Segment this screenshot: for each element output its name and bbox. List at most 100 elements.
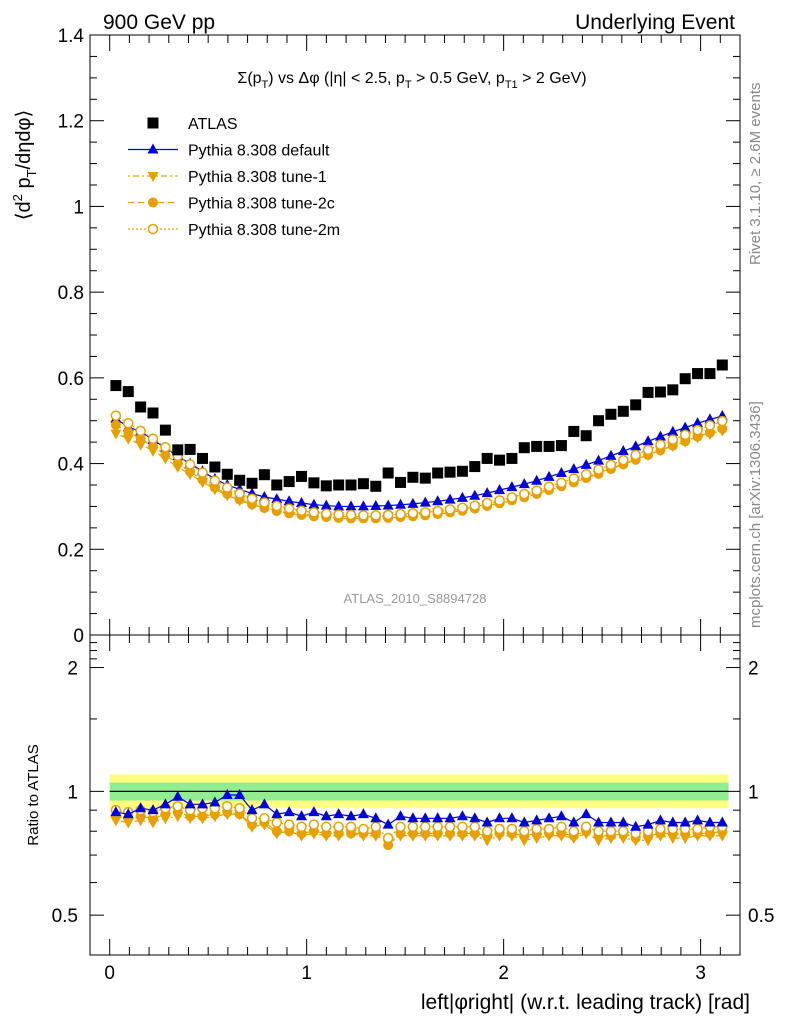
ratio-point-pythia-8-308-tune-2m: [556, 821, 567, 833]
data-point-pythia-8-308-tune-2m: [209, 475, 221, 486]
ratio-point-pythia-8-308-tune-2m: [283, 819, 295, 830]
ratio-point-pythia-8-308-default: [531, 814, 543, 825]
ratio-point-pythia-8-308-tune-2m: [358, 823, 369, 835]
ratio-point-pythia-8-308-default: [716, 816, 728, 827]
data-point-pythia-8-308-default: [308, 498, 320, 509]
legend-marker: [148, 197, 158, 208]
ratio-point-pythia-8-308-default: [667, 816, 679, 827]
ratio-point-pythia-8-308-tune-2m: [271, 817, 283, 828]
ratio-point-pythia-8-308-tune-2m: [481, 825, 493, 837]
data-point-pythia-8-308-tune-2m: [667, 434, 679, 445]
data-point-pythia-8-308-tune-1: [135, 440, 147, 451]
y-tick-label: 0.2: [58, 540, 84, 561]
data-point-pythia-8-308-tune-2m: [432, 505, 443, 517]
ratio-series: [110, 788, 728, 851]
ratio-point-pythia-8-308-default: [568, 816, 580, 827]
ratio-series-pythia-8-308-default: [110, 788, 728, 831]
data-point-pythia-8-308-tune-2c: [704, 427, 715, 438]
y-tick-label: 1.4: [58, 26, 85, 47]
data-point-atlas: [654, 386, 666, 398]
ratio-point-pythia-8-308-default: [147, 804, 159, 815]
ratio-point-pythia-8-308-tune-2m: [308, 819, 320, 830]
data-point-pythia-8-308-default: [444, 493, 456, 504]
data-point-atlas: [357, 478, 369, 490]
data-point-pythia-8-308-tune-2m: [679, 429, 691, 441]
data-point-pythia-8-308-tune-2m: [543, 481, 555, 492]
data-point-atlas: [209, 461, 221, 473]
data-point-pythia-8-308-default: [518, 478, 530, 489]
data-point-pythia-8-308-default: [296, 497, 308, 507]
data-point-pythia-8-308-tune-2m: [321, 508, 332, 519]
legend-marker: [147, 223, 159, 235]
data-point-pythia-8-308-default: [419, 496, 431, 507]
ratio-point-pythia-8-308-default: [444, 812, 456, 823]
data-point-pythia-8-308-default: [704, 413, 716, 424]
data-point-pythia-8-308-default: [494, 484, 506, 495]
ratio-point-pythia-8-308-tune-2m: [580, 821, 592, 833]
data-point-pythia-8-308-tune-2m: [469, 500, 481, 511]
ratio-point-pythia-8-308-default: [308, 806, 320, 817]
data-point-pythia-8-308-tune-2c: [160, 450, 171, 460]
data-point-pythia-8-308-default: [543, 470, 555, 481]
ylabel-sup: 2: [10, 194, 25, 201]
ratio-point-pythia-8-308-tune-2m: [222, 800, 233, 812]
data-point-atlas: [184, 443, 196, 455]
ratio-point-pythia-8-308-default: [209, 796, 221, 807]
data-point-pythia-8-308-tune-2m: [519, 488, 530, 500]
ratio-y-tick-label-right: 2: [748, 659, 759, 680]
ratio-point-pythia-8-308-tune-2c: [197, 811, 208, 822]
data-point-pythia-8-308-tune-2m: [420, 507, 431, 518]
ratio-point-pythia-8-308-default: [333, 808, 345, 819]
legend-label: Pythia 8.308 default: [188, 143, 330, 160]
data-point-pythia-8-308-tune-2m: [271, 500, 283, 512]
ratio-point-pythia-8-308-tune-2m: [407, 821, 419, 833]
data-point-atlas: [679, 373, 691, 385]
data-point-atlas: [494, 454, 506, 466]
ratio-point-pythia-8-308-tune-2m: [655, 823, 666, 835]
ratio-point-pythia-8-308-default: [184, 798, 196, 809]
ratio-point-pythia-8-308-tune-2m: [531, 823, 542, 835]
data-point-atlas: [395, 476, 407, 488]
legend-entry: Pythia 8.308 tune-2c: [128, 196, 335, 213]
data-point-pythia-8-308-tune-2m: [358, 510, 369, 521]
data-point-atlas: [543, 440, 555, 452]
data-point-pythia-8-308-tune-2m: [259, 497, 270, 508]
data-point-pythia-8-308-default: [345, 500, 357, 511]
data-point-pythia-8-308-tune-2c: [110, 420, 121, 430]
ratio-point-pythia-8-308-tune-2m: [432, 821, 443, 833]
data-point-atlas: [283, 476, 295, 488]
data-point-atlas: [531, 440, 543, 452]
data-point-pythia-8-308-default: [370, 500, 382, 510]
data-point-pythia-8-308-default: [580, 458, 592, 469]
data-point-atlas: [246, 477, 258, 489]
data-point-pythia-8-308-tune-2c: [717, 423, 728, 434]
legend-entry: Pythia 8.308 tune-2m: [128, 222, 340, 239]
title-part-d: > 2 GeV): [518, 70, 587, 87]
data-point-atlas: [122, 386, 134, 398]
ratio-point-pythia-8-308-default: [617, 816, 629, 827]
ratio-y-label: Ratio to ATLAS: [25, 744, 42, 845]
ratio-point-pythia-8-308-default: [580, 808, 592, 819]
data-point-pythia-8-308-tune-2m: [370, 510, 382, 521]
data-point-pythia-8-308-default: [593, 454, 605, 465]
legend-marker: [147, 117, 159, 129]
data-point-pythia-8-308-tune-2m: [197, 467, 208, 478]
data-point-atlas: [159, 424, 171, 436]
legend-label: Pythia 8.308 tune-1: [188, 169, 327, 186]
data-point-atlas: [555, 440, 567, 452]
data-point-pythia-8-308-tune-2m: [580, 469, 592, 480]
ratio-frame: [89, 634, 741, 956]
y-tick-label: 1.2: [58, 112, 84, 133]
ratio-point-pythia-8-308-default: [197, 798, 209, 809]
ratio-point-pythia-8-308-default: [555, 810, 567, 821]
ratio-point-pythia-8-308-tune-2m: [420, 821, 431, 833]
data-point-pythia-8-308-default: [271, 493, 283, 504]
ratio-point-pythia-8-308-default: [704, 816, 716, 827]
data-point-pythia-8-308-tune-2c: [135, 433, 146, 444]
ratio-point-pythia-8-308-default: [234, 788, 246, 799]
title-sub-b: T: [405, 79, 412, 91]
data-point-atlas: [407, 471, 419, 483]
ratio-point-pythia-8-308-default: [296, 810, 308, 821]
ratio-series-pythia-8-308-tune-2m: [110, 800, 728, 844]
